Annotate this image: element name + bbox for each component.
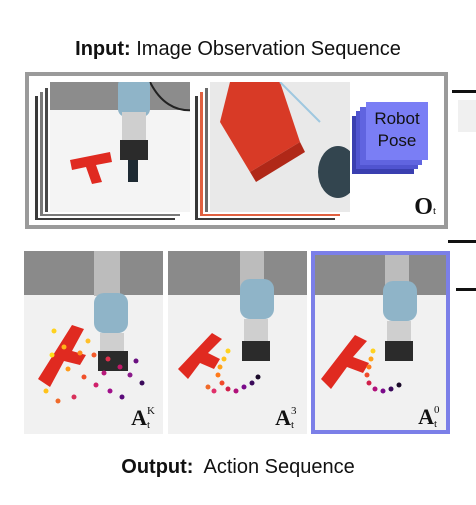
connector-gray-box (458, 100, 476, 132)
action-samples-0 (364, 348, 402, 394)
connector-line-3 (456, 288, 476, 291)
observation-label: Ot (414, 194, 436, 220)
observation-image-closeup (208, 80, 352, 214)
input-title: Input: Image Observation Sequence (75, 38, 401, 60)
output-title: Output: Action Sequence (121, 456, 355, 478)
connector-line-1 (452, 90, 476, 93)
action-samples-k (43, 328, 145, 404)
observation-image-wide (48, 80, 192, 214)
action-samples-3 (205, 348, 261, 394)
observation-sequence-box: Robot Pose Ot (25, 72, 448, 229)
observation-image-stack-2 (193, 80, 353, 225)
observation-image-stack-1 (33, 80, 193, 225)
robot-pose-stack: Robot Pose (352, 102, 442, 182)
robot-pose-box: Robot Pose (366, 102, 428, 160)
connector-line-2 (448, 240, 476, 243)
